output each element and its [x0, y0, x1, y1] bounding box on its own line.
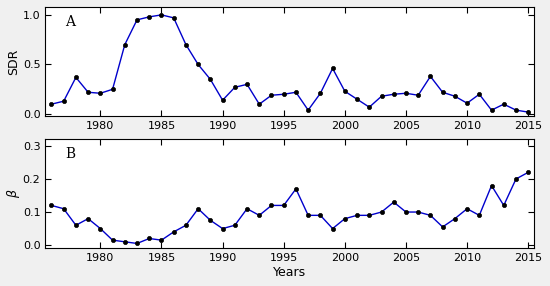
Text: B: B — [65, 147, 75, 161]
Y-axis label: β: β — [7, 190, 20, 198]
Y-axis label: SDR: SDR — [7, 48, 20, 75]
X-axis label: Years: Years — [273, 266, 306, 279]
Text: A: A — [65, 15, 75, 29]
